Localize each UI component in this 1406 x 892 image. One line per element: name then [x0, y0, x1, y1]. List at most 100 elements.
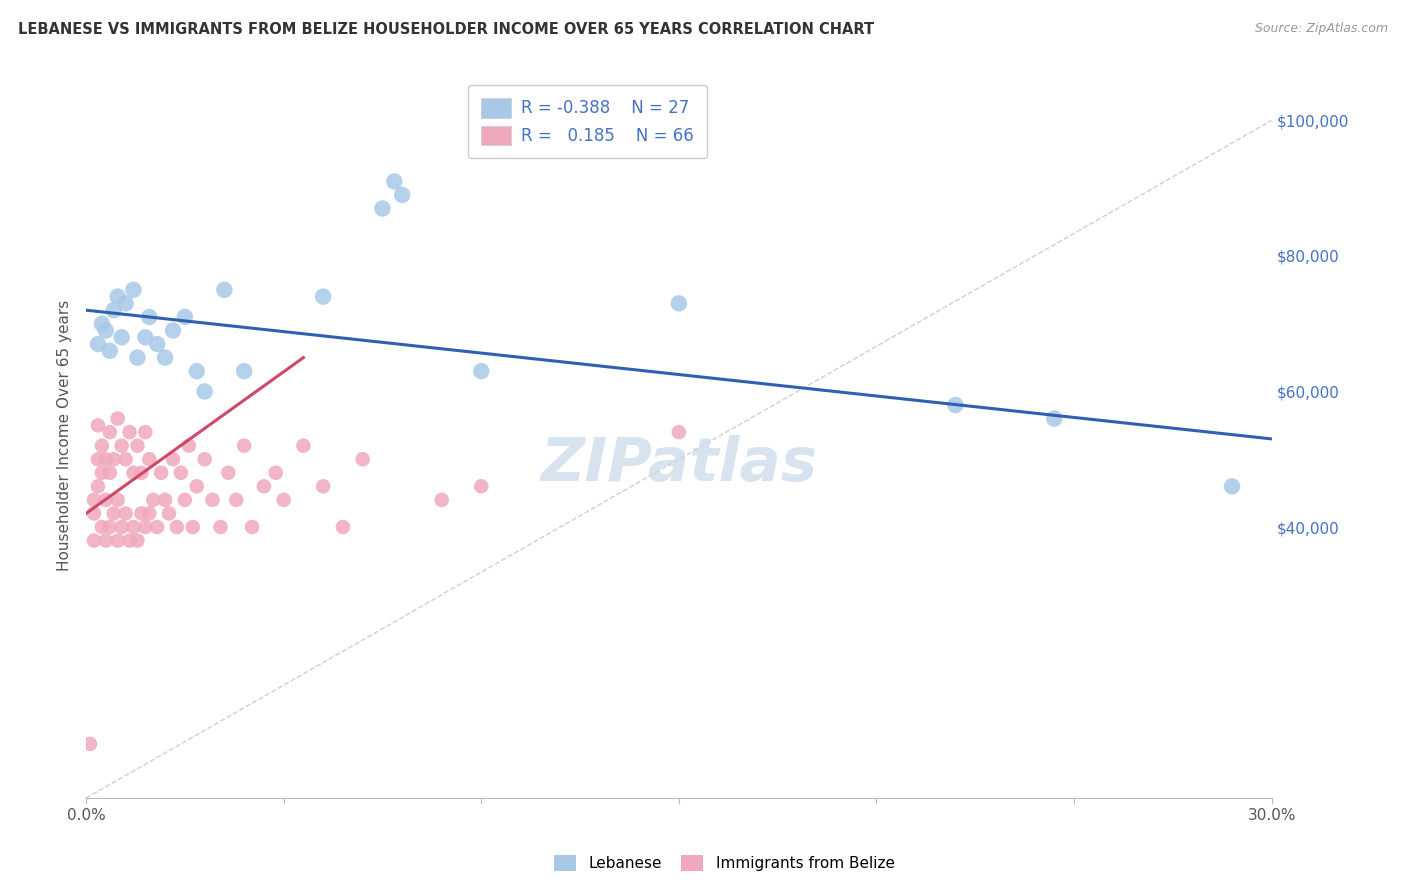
Point [430, 492, 453, 507]
Point [186, 479, 208, 493]
Point [87, 452, 110, 467]
Point [233, 439, 256, 453]
Point [138, 507, 160, 521]
Point [98, 425, 121, 439]
Point [146, 520, 169, 534]
Point [217, 466, 239, 480]
Point [170, 466, 193, 480]
Legend: Lebanese, Immigrants from Belize: Lebanese, Immigrants from Belize [547, 849, 901, 877]
Point [253, 479, 276, 493]
Point [157, 507, 180, 521]
Point [209, 520, 232, 534]
Point [186, 364, 208, 378]
Point [131, 466, 153, 480]
Point [131, 507, 153, 521]
Point [134, 330, 156, 344]
Point [90, 520, 112, 534]
Point [181, 520, 204, 534]
Point [122, 283, 145, 297]
Point [153, 351, 176, 365]
Point [122, 466, 145, 480]
Point [945, 398, 967, 412]
Point [114, 507, 136, 521]
Point [103, 303, 125, 318]
Point [103, 507, 125, 521]
Text: LEBANESE VS IMMIGRANTS FROM BELIZE HOUSEHOLDER INCOME OVER 65 YEARS CORRELATION : LEBANESE VS IMMIGRANTS FROM BELIZE HOUSE… [18, 22, 875, 37]
Point [146, 337, 169, 351]
Point [162, 452, 184, 467]
Point [233, 364, 256, 378]
Point [194, 384, 217, 399]
Point [194, 452, 217, 467]
Point [107, 492, 129, 507]
Point [292, 439, 315, 453]
Point [312, 290, 335, 304]
Point [94, 492, 117, 507]
Text: Source: ZipAtlas.com: Source: ZipAtlas.com [1254, 22, 1388, 36]
Point [111, 439, 134, 453]
Point [94, 452, 117, 467]
Point [127, 439, 149, 453]
Point [98, 520, 121, 534]
Point [138, 452, 160, 467]
Point [166, 520, 188, 534]
Point [391, 188, 413, 202]
Point [352, 452, 374, 467]
Point [127, 351, 149, 365]
Point [177, 439, 200, 453]
Legend: R = -0.388    N = 27, R =   0.185    N = 66: R = -0.388 N = 27, R = 0.185 N = 66 [468, 85, 707, 159]
Point [118, 533, 141, 548]
Point [371, 202, 394, 216]
Point [87, 418, 110, 433]
Point [90, 317, 112, 331]
Point [122, 520, 145, 534]
Point [107, 411, 129, 425]
Point [225, 492, 247, 507]
Point [312, 479, 335, 493]
Text: ZIPatlas: ZIPatlas [540, 435, 817, 494]
Point [273, 492, 295, 507]
Point [668, 425, 690, 439]
Point [83, 533, 105, 548]
Point [83, 492, 105, 507]
Point [90, 439, 112, 453]
Point [214, 283, 236, 297]
Point [90, 466, 112, 480]
Point [240, 520, 263, 534]
Point [107, 290, 129, 304]
Point [1220, 479, 1243, 493]
Point [94, 324, 117, 338]
Point [162, 324, 184, 338]
Point [382, 174, 405, 188]
Point [142, 492, 165, 507]
Point [138, 310, 160, 324]
Point [103, 452, 125, 467]
Point [134, 520, 156, 534]
Point [470, 364, 492, 378]
Point [111, 520, 134, 534]
Point [332, 520, 354, 534]
Point [134, 425, 156, 439]
Point [114, 452, 136, 467]
Point [1043, 411, 1066, 425]
Point [173, 310, 195, 324]
Point [111, 330, 134, 344]
Point [668, 296, 690, 310]
Point [127, 533, 149, 548]
Point [98, 343, 121, 358]
Point [87, 337, 110, 351]
Point [201, 492, 224, 507]
Point [83, 507, 105, 521]
Point [114, 296, 136, 310]
Point [98, 466, 121, 480]
Point [107, 533, 129, 548]
Y-axis label: Householder Income Over 65 years: Householder Income Over 65 years [58, 300, 72, 571]
Point [150, 466, 173, 480]
Point [153, 492, 176, 507]
Point [173, 492, 195, 507]
Point [87, 479, 110, 493]
Point [470, 479, 492, 493]
Point [79, 737, 101, 751]
Point [94, 533, 117, 548]
Point [264, 466, 287, 480]
